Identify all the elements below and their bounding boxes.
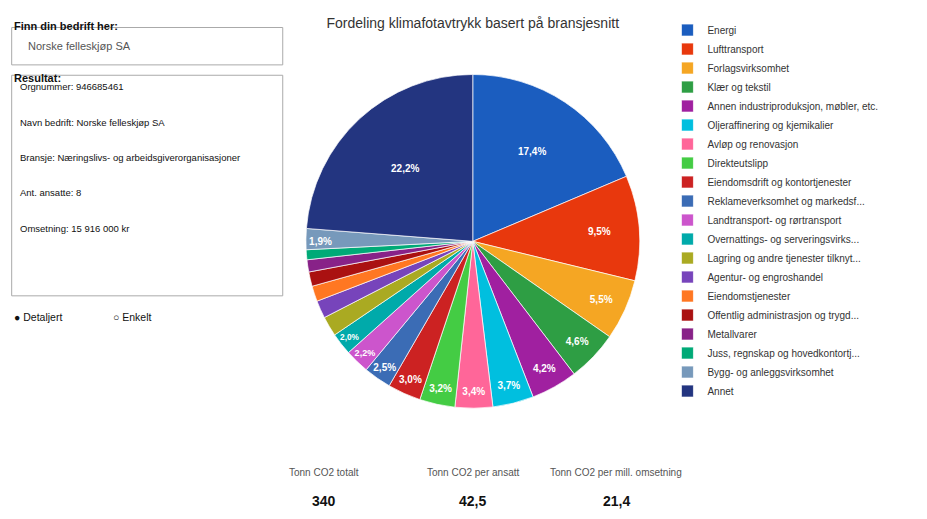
svg-text:○ Enkelt: ○ Enkelt xyxy=(113,311,152,323)
svg-text:Reklameverksomhet og markedsf.: Reklameverksomhet og markedsf... xyxy=(707,196,864,207)
svg-text:Direkteutslipp: Direkteutslipp xyxy=(707,158,768,169)
svg-text:Agentur- og engroshandel: Agentur- og engroshandel xyxy=(707,272,823,283)
svg-text:2,0%: 2,0% xyxy=(340,333,359,342)
svg-text:Bygg- og anleggsvirksomhet: Bygg- og anleggsvirksomhet xyxy=(707,367,833,378)
svg-text:Lagring og andre tjenester til: Lagring og andre tjenester tilknyt... xyxy=(707,253,860,264)
svg-text:Tonn CO2 per mill. omsetning: Tonn CO2 per mill. omsetning xyxy=(550,467,682,478)
svg-text:Tonn CO2 per ansatt: Tonn CO2 per ansatt xyxy=(427,467,519,478)
svg-text:Energi: Energi xyxy=(707,25,736,36)
svg-text:Tonn CO2 totalt: Tonn CO2 totalt xyxy=(289,467,359,478)
svg-text:Metallvarer: Metallvarer xyxy=(707,329,757,340)
svg-text:2,2%: 2,2% xyxy=(355,348,376,358)
svg-text:Omsetning: 15 916 000 kr: Omsetning: 15 916 000 kr xyxy=(20,223,129,234)
svg-text:Finn din bedrift her:: Finn din bedrift her: xyxy=(14,20,118,32)
svg-text:42,5: 42,5 xyxy=(459,493,486,509)
svg-text:2,5%: 2,5% xyxy=(373,362,396,373)
svg-text:22,2%: 22,2% xyxy=(391,163,419,174)
svg-text:Orgnummer: 946685461: Orgnummer: 946685461 xyxy=(20,81,124,92)
svg-text:3,7%: 3,7% xyxy=(497,380,520,391)
svg-text:1,9%: 1,9% xyxy=(309,236,332,247)
svg-text:4,2%: 4,2% xyxy=(533,363,556,374)
svg-text:Annen industriproduksjon, møbl: Annen industriproduksjon, møbler, etc. xyxy=(707,101,878,112)
svg-text:Oljeraffinering og kjemikalier: Oljeraffinering og kjemikalier xyxy=(707,120,834,131)
svg-text:3,2%: 3,2% xyxy=(429,383,452,394)
svg-text:Offentlig administrasjon og tr: Offentlig administrasjon og trygd... xyxy=(707,310,859,321)
svg-text:Navn bedrift: Norske felleskjø: Navn bedrift: Norske felleskjøp SA xyxy=(20,117,165,128)
svg-text:Norske felleskjøp SA: Norske felleskjøp SA xyxy=(28,40,131,52)
svg-text:Lufttransport: Lufttransport xyxy=(707,44,763,55)
svg-text:9,5%: 9,5% xyxy=(588,226,611,237)
svg-text:5,5%: 5,5% xyxy=(590,294,613,305)
svg-text:21,4: 21,4 xyxy=(603,493,630,509)
svg-text:Landtransport- og rørtransport: Landtransport- og rørtransport xyxy=(707,215,841,226)
svg-text:Fordeling klimafotavtrykk base: Fordeling klimafotavtrykk basert på bran… xyxy=(326,15,619,31)
svg-text:Juss, regnskap og hovedkontort: Juss, regnskap og hovedkontortj... xyxy=(707,348,859,359)
svg-text:3,0%: 3,0% xyxy=(399,374,422,385)
svg-text:● Detaljert: ● Detaljert xyxy=(14,311,62,323)
svg-text:17,4%: 17,4% xyxy=(518,146,546,157)
svg-text:Klær og tekstil: Klær og tekstil xyxy=(707,82,770,93)
svg-text:Forlagsvirksomhet: Forlagsvirksomhet xyxy=(707,63,789,74)
svg-text:340: 340 xyxy=(312,493,336,509)
svg-text:Ant. ansatte: 8: Ant. ansatte: 8 xyxy=(20,187,81,198)
svg-text:3,4%: 3,4% xyxy=(462,386,485,397)
svg-text:Bransje: Næringslivs- og arbei: Bransje: Næringslivs- og arbeidsgiverorg… xyxy=(20,152,240,163)
svg-text:Avløp og renovasjon: Avløp og renovasjon xyxy=(707,139,798,150)
svg-text:Resultat:: Resultat: xyxy=(14,72,61,84)
svg-text:Overnattings- og serveringsvir: Overnattings- og serveringsvirks... xyxy=(707,234,859,245)
svg-text:Eiendomstjenester: Eiendomstjenester xyxy=(707,291,790,302)
svg-text:Eiendomsdrift og kontortjenest: Eiendomsdrift og kontortjenester xyxy=(707,177,852,188)
svg-text:4,6%: 4,6% xyxy=(566,336,589,347)
svg-text:Annet: Annet xyxy=(707,386,733,397)
